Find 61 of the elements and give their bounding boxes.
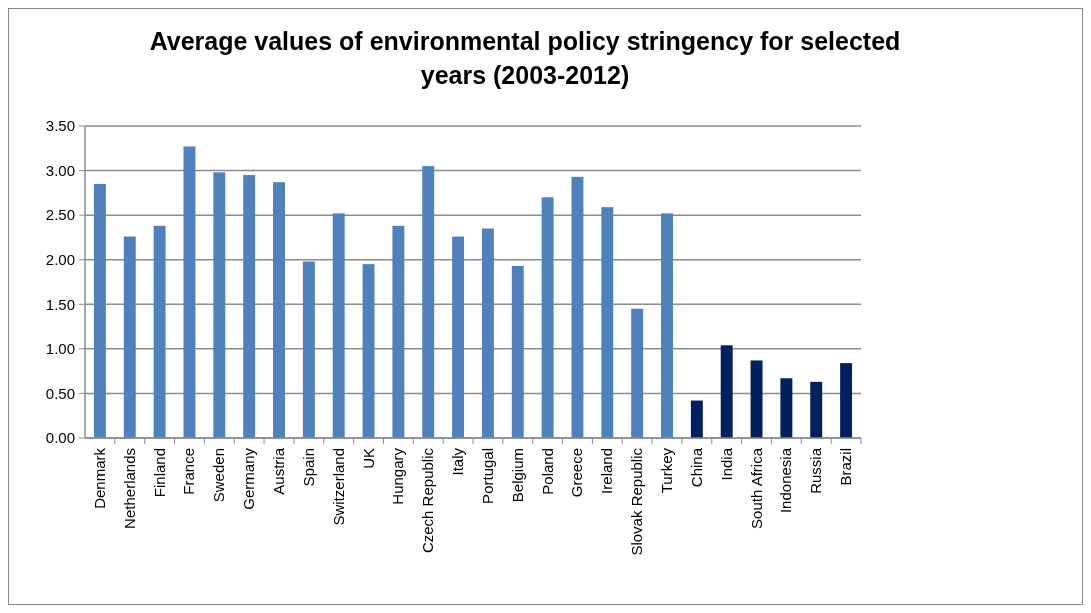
x-tick-label: Switzerland bbox=[329, 448, 347, 526]
x-tick-label: France bbox=[180, 448, 198, 495]
bar bbox=[750, 360, 763, 438]
bar bbox=[601, 207, 614, 438]
bar bbox=[541, 197, 554, 438]
bar bbox=[690, 400, 703, 438]
x-tick-label: Netherlands bbox=[120, 448, 138, 529]
x-tick-label: Ireland bbox=[598, 448, 616, 494]
x-tick-label: Russia bbox=[807, 447, 825, 494]
x-tick-label: UK bbox=[359, 448, 377, 469]
x-tick-label: Poland bbox=[538, 448, 556, 495]
bar bbox=[302, 261, 315, 438]
bar bbox=[332, 213, 345, 438]
x-tick-label: Portugal bbox=[478, 448, 496, 504]
bar bbox=[362, 264, 375, 438]
bar bbox=[631, 308, 644, 438]
bar bbox=[571, 176, 584, 438]
bar bbox=[243, 175, 256, 438]
bar bbox=[810, 381, 823, 438]
bar bbox=[183, 146, 196, 438]
y-tick-label: 3.00 bbox=[45, 161, 75, 179]
bar bbox=[780, 378, 793, 438]
y-tick-label: 2.00 bbox=[45, 250, 75, 268]
bar bbox=[511, 265, 524, 438]
x-tick-label: Finland bbox=[150, 448, 168, 498]
x-tick-label: China bbox=[687, 447, 705, 488]
bar bbox=[720, 345, 733, 438]
x-tick-label: Indonesia bbox=[777, 447, 795, 514]
y-tick-label: 0.00 bbox=[45, 429, 75, 447]
bar bbox=[661, 213, 673, 438]
x-tick-label: Czech Republic bbox=[419, 447, 437, 554]
x-tick-label: Austria bbox=[270, 447, 287, 495]
bar bbox=[123, 236, 136, 438]
x-tick-label: Slovak Republic bbox=[628, 447, 646, 556]
y-tick-label: 0.50 bbox=[45, 384, 75, 402]
x-tick-label: Italy bbox=[449, 447, 467, 476]
x-tick-label: South Africa bbox=[747, 447, 765, 529]
y-tick-label: 2.50 bbox=[45, 206, 75, 224]
chart-title: Average values of environmental policy stringency for selected years (2003-2012) bbox=[149, 27, 901, 89]
x-tick-label: Belgium bbox=[508, 448, 526, 503]
bar bbox=[273, 182, 285, 438]
bar bbox=[392, 225, 405, 438]
x-tick-label: Greece bbox=[568, 448, 586, 498]
bar bbox=[213, 172, 226, 438]
x-tick-label: Sweden bbox=[210, 448, 228, 503]
x-tick-label: Spain bbox=[299, 448, 317, 487]
bar bbox=[840, 363, 853, 438]
bar bbox=[422, 166, 435, 438]
bar bbox=[153, 225, 166, 438]
x-tick-label: Brazil bbox=[837, 448, 855, 486]
x-tick-label: Hungary bbox=[389, 447, 407, 505]
bar bbox=[481, 228, 494, 438]
bar bbox=[452, 236, 465, 438]
x-tick-label: India bbox=[717, 447, 735, 481]
x-tick-label: Germany bbox=[240, 447, 258, 510]
x-tick-label: Turkey bbox=[658, 447, 675, 494]
y-tick-label: 1.50 bbox=[45, 295, 75, 313]
bar bbox=[93, 183, 106, 438]
y-tick-label: 1.00 bbox=[45, 340, 75, 358]
y-tick-label: 3.50 bbox=[45, 117, 75, 135]
x-tick-label: Denmark bbox=[90, 447, 108, 509]
